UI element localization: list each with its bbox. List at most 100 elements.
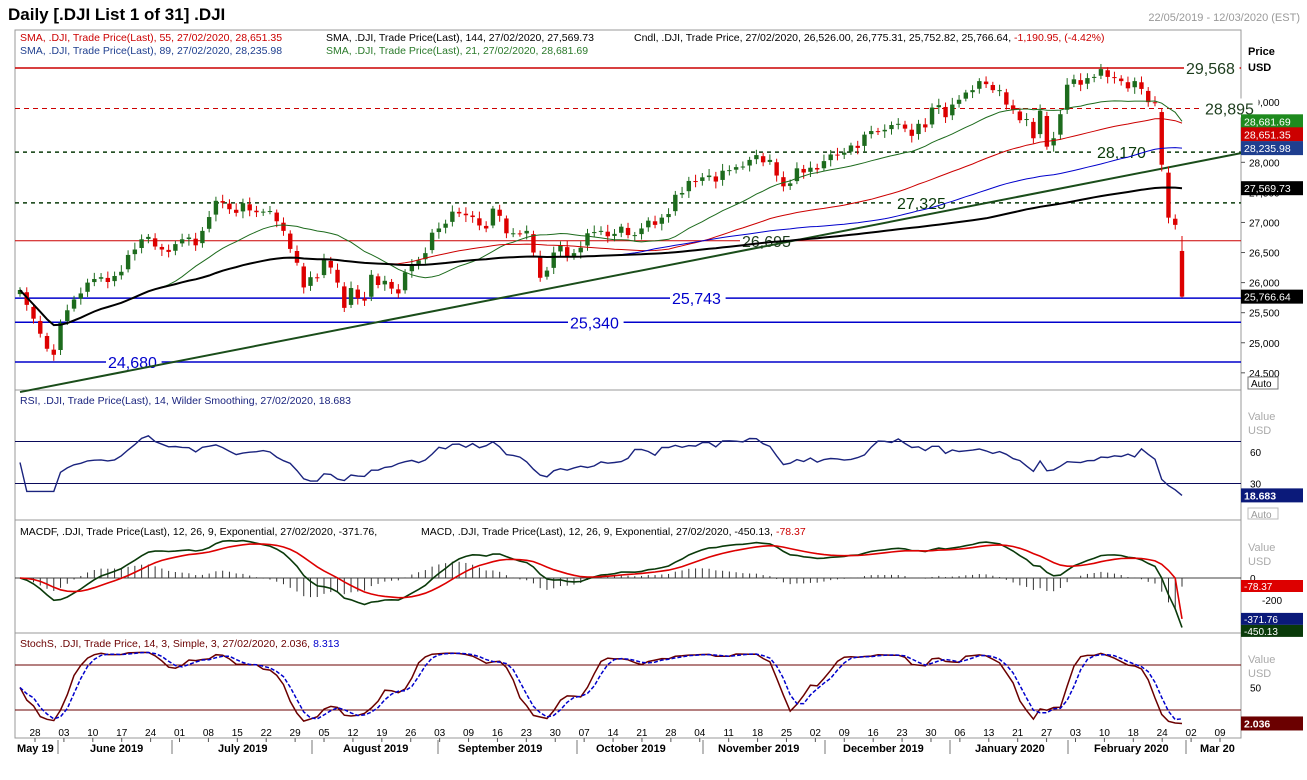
x-day-label: 22 [261, 728, 273, 739]
candle-body [1024, 119, 1029, 121]
rsi-auto-button[interactable] [1247, 507, 1279, 520]
price-auto-button[interactable] [1247, 376, 1279, 390]
x-month-label: Mar 20 [1200, 743, 1235, 755]
candle-body [754, 155, 759, 160]
candle-body [679, 192, 685, 195]
rsi-tick-label: 60 [1250, 448, 1262, 459]
x-day-label: 26 [405, 728, 417, 739]
candle-body [1125, 82, 1131, 89]
rsi-auto-label[interactable]: Auto [1251, 510, 1272, 521]
candle-body [227, 203, 232, 210]
candle-body [585, 233, 590, 246]
rsi-axis-unit: USD [1248, 425, 1271, 437]
candle-body [943, 106, 948, 118]
x-day-label: 29 [290, 728, 302, 739]
candle-body [206, 217, 212, 229]
candle-body [956, 99, 962, 104]
candle-body [747, 159, 752, 166]
price-tag-label: 28,235.98 [1244, 143, 1291, 155]
level-label-29568: 29,568 [1186, 61, 1235, 78]
candle-body [848, 145, 854, 152]
candle-body [558, 245, 563, 252]
candle-body [1071, 79, 1077, 84]
candle-body [929, 107, 935, 125]
macd-axis-value: Value [1248, 542, 1275, 554]
x-day-label: 23 [521, 728, 533, 739]
x-day-label: 28 [29, 728, 41, 739]
trendline [19, 152, 1242, 394]
candle-body [1112, 77, 1117, 79]
candle-body [787, 183, 793, 186]
candle-body [875, 131, 881, 133]
candle-body [1031, 121, 1036, 139]
candle-body [612, 233, 617, 236]
x-day-label: 07 [579, 728, 591, 739]
candle-body [342, 286, 347, 308]
x-day-label: 16 [868, 728, 880, 739]
macd-tick-label: -200 [1262, 596, 1282, 607]
price-tick-label: 26,500 [1249, 249, 1280, 260]
legend-sma21: SMA, .DJI, Trade Price(Last), 21, 27/02/… [326, 45, 588, 57]
x-month-label: July 2019 [218, 743, 268, 755]
price-tag-label: 27,569.73 [1244, 183, 1291, 195]
x-day-label: 10 [87, 728, 99, 739]
macd-axis-unit: USD [1248, 556, 1271, 568]
candle-body [497, 209, 502, 216]
candle-body [565, 247, 570, 258]
candle-body [510, 233, 516, 235]
candle-body [950, 104, 955, 116]
candle-body [335, 269, 340, 283]
rsi-panel [14, 389, 1242, 521]
x-day-label: 03 [434, 728, 446, 739]
candle-body [983, 81, 989, 85]
candle-body [652, 221, 658, 225]
candle-body [1118, 78, 1124, 82]
candle-body [828, 154, 833, 161]
price-auto-label[interactable]: Auto [1251, 379, 1272, 390]
date-range: 22/05/2019 - 12/03/2020 (EST) [1148, 12, 1300, 24]
candle-body [38, 320, 43, 334]
x-day-label: 18 [1128, 728, 1140, 739]
level-label-bg [1095, 142, 1151, 162]
level-label-bg [670, 288, 726, 308]
candle-body [1010, 105, 1016, 110]
candle-body [429, 232, 435, 251]
x-day-label: 28 [665, 728, 677, 739]
stoch-legend-blue: 8.313 [313, 638, 339, 650]
x-month-label: August 2019 [343, 743, 408, 755]
rsi-legend: RSI, .DJI, Trade Price(Last), 14, Wilder… [20, 395, 351, 407]
candle-body [659, 217, 665, 224]
candle-body [1044, 115, 1050, 147]
legend-cndl: Cndl, .DJI, Trade Price, 27/02/2020, 26,… [634, 32, 1105, 44]
level-label-27325: 27,325 [897, 196, 946, 213]
x-month-label: November 2019 [718, 743, 799, 755]
x-day-label: 27 [1041, 728, 1053, 739]
candle-body [233, 209, 239, 213]
candle-body [348, 288, 354, 305]
candle-body [821, 161, 827, 169]
price-tick-label: 29,000 [1249, 98, 1280, 109]
x-day-label: 17 [116, 728, 128, 739]
candle-body [51, 349, 56, 355]
macd-legend-b: MACD, .DJI, Trade Price(Last), 12, 26, 9… [421, 526, 773, 538]
candle-body [450, 211, 455, 222]
candle-body [1078, 80, 1083, 85]
candle-body [801, 168, 806, 173]
x-day-label: 09 [1214, 728, 1226, 739]
x-month-label: May 19 [17, 743, 54, 755]
candle-body [666, 214, 671, 218]
candle-body [71, 299, 77, 309]
candle-body [916, 123, 921, 135]
x-day-label: 25 [781, 728, 793, 739]
rsi-tick-label: 30 [1250, 480, 1262, 491]
candle-body [1166, 172, 1171, 218]
x-day-label: 03 [1070, 728, 1082, 739]
candle-body [274, 212, 279, 222]
x-day-label: 01 [174, 728, 186, 739]
candle-body [159, 246, 165, 250]
candle-body [700, 177, 705, 181]
macd-legend-b-red: -78.37 [776, 526, 806, 538]
x-day-label: 08 [203, 728, 215, 739]
